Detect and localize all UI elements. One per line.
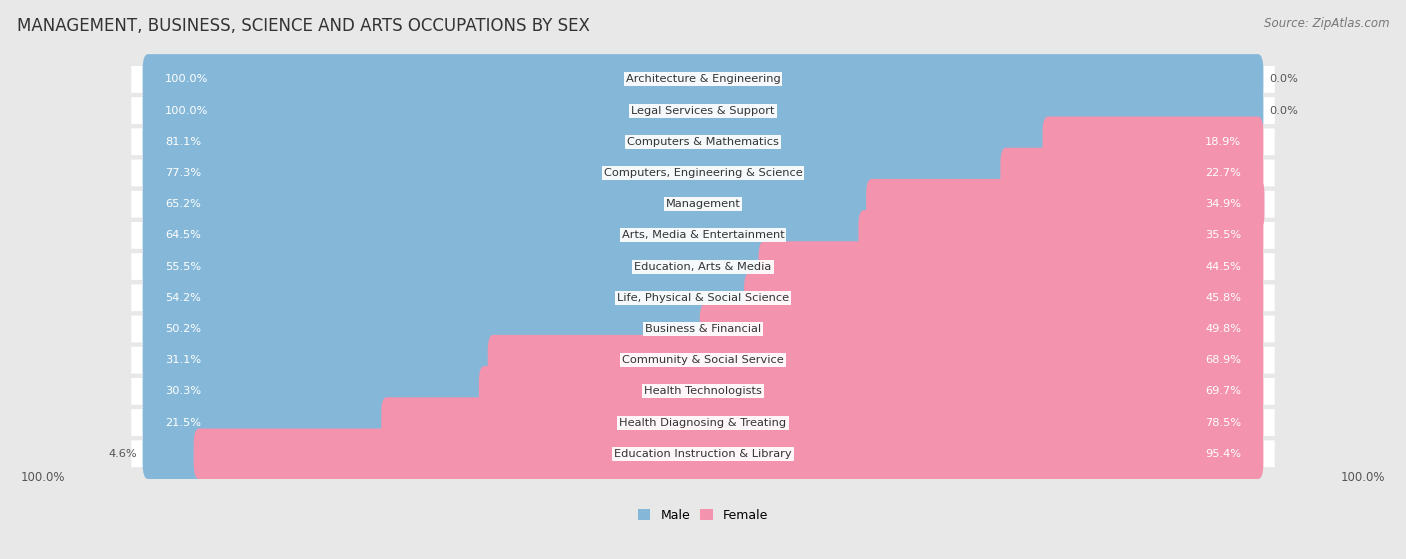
Text: 65.2%: 65.2% — [165, 199, 201, 209]
Text: 21.5%: 21.5% — [165, 418, 201, 428]
Text: 45.8%: 45.8% — [1205, 293, 1241, 303]
Text: 81.1%: 81.1% — [165, 137, 201, 147]
Text: Education, Arts & Media: Education, Arts & Media — [634, 262, 772, 272]
FancyBboxPatch shape — [142, 116, 1053, 167]
Text: 78.5%: 78.5% — [1205, 418, 1241, 428]
Text: Computers & Mathematics: Computers & Mathematics — [627, 137, 779, 147]
FancyBboxPatch shape — [142, 179, 877, 229]
FancyBboxPatch shape — [142, 54, 1264, 105]
FancyBboxPatch shape — [866, 179, 1264, 229]
Text: 100.0%: 100.0% — [1341, 471, 1385, 484]
Text: 100.0%: 100.0% — [165, 74, 208, 84]
Text: 4.6%: 4.6% — [108, 449, 136, 459]
Text: 49.8%: 49.8% — [1205, 324, 1241, 334]
FancyBboxPatch shape — [131, 253, 1275, 280]
FancyBboxPatch shape — [131, 97, 1275, 124]
FancyBboxPatch shape — [131, 222, 1275, 249]
FancyBboxPatch shape — [700, 304, 1264, 354]
FancyBboxPatch shape — [142, 335, 499, 386]
Text: Computers, Engineering & Science: Computers, Engineering & Science — [603, 168, 803, 178]
FancyBboxPatch shape — [131, 378, 1275, 405]
Text: 95.4%: 95.4% — [1205, 449, 1241, 459]
Text: Architecture & Engineering: Architecture & Engineering — [626, 74, 780, 84]
Text: Life, Physical & Social Science: Life, Physical & Social Science — [617, 293, 789, 303]
FancyBboxPatch shape — [131, 315, 1275, 342]
FancyBboxPatch shape — [131, 285, 1275, 311]
Text: 69.7%: 69.7% — [1205, 386, 1241, 396]
Text: Health Diagnosing & Treating: Health Diagnosing & Treating — [620, 418, 786, 428]
FancyBboxPatch shape — [1043, 116, 1264, 167]
Text: 77.3%: 77.3% — [165, 168, 201, 178]
Text: Education Instruction & Library: Education Instruction & Library — [614, 449, 792, 459]
Text: 35.5%: 35.5% — [1205, 230, 1241, 240]
FancyBboxPatch shape — [142, 272, 755, 323]
Text: 100.0%: 100.0% — [21, 471, 65, 484]
FancyBboxPatch shape — [131, 129, 1275, 155]
FancyBboxPatch shape — [479, 366, 1264, 416]
Text: 44.5%: 44.5% — [1205, 262, 1241, 272]
FancyBboxPatch shape — [142, 397, 392, 448]
FancyBboxPatch shape — [381, 397, 1264, 448]
FancyBboxPatch shape — [131, 66, 1275, 93]
FancyBboxPatch shape — [131, 409, 1275, 436]
Text: MANAGEMENT, BUSINESS, SCIENCE AND ARTS OCCUPATIONS BY SEX: MANAGEMENT, BUSINESS, SCIENCE AND ARTS O… — [17, 17, 589, 35]
Text: 18.9%: 18.9% — [1205, 137, 1241, 147]
Text: 0.0%: 0.0% — [1270, 74, 1298, 84]
FancyBboxPatch shape — [1001, 148, 1264, 198]
Legend: Male, Female: Male, Female — [633, 504, 773, 527]
Text: 68.9%: 68.9% — [1205, 355, 1241, 365]
Text: 55.5%: 55.5% — [165, 262, 201, 272]
Text: Business & Financial: Business & Financial — [645, 324, 761, 334]
FancyBboxPatch shape — [131, 191, 1275, 217]
FancyBboxPatch shape — [758, 241, 1264, 292]
Text: Source: ZipAtlas.com: Source: ZipAtlas.com — [1264, 17, 1389, 30]
Text: Legal Services & Support: Legal Services & Support — [631, 106, 775, 116]
FancyBboxPatch shape — [142, 241, 769, 292]
FancyBboxPatch shape — [142, 148, 1011, 198]
FancyBboxPatch shape — [488, 335, 1264, 386]
Text: 0.0%: 0.0% — [1270, 106, 1298, 116]
Text: Arts, Media & Entertainment: Arts, Media & Entertainment — [621, 230, 785, 240]
FancyBboxPatch shape — [142, 210, 869, 260]
FancyBboxPatch shape — [131, 440, 1275, 467]
Text: 34.9%: 34.9% — [1205, 199, 1241, 209]
Text: 22.7%: 22.7% — [1205, 168, 1241, 178]
Text: 30.3%: 30.3% — [165, 386, 201, 396]
Text: 54.2%: 54.2% — [165, 293, 201, 303]
FancyBboxPatch shape — [142, 366, 489, 416]
Text: 64.5%: 64.5% — [165, 230, 201, 240]
FancyBboxPatch shape — [131, 347, 1275, 373]
Text: 100.0%: 100.0% — [165, 106, 208, 116]
Text: Health Technologists: Health Technologists — [644, 386, 762, 396]
Text: 50.2%: 50.2% — [165, 324, 201, 334]
FancyBboxPatch shape — [858, 210, 1264, 260]
FancyBboxPatch shape — [142, 304, 711, 354]
Text: Community & Social Service: Community & Social Service — [621, 355, 785, 365]
Text: 31.1%: 31.1% — [165, 355, 201, 365]
Text: Management: Management — [665, 199, 741, 209]
FancyBboxPatch shape — [142, 86, 1264, 136]
FancyBboxPatch shape — [194, 429, 1264, 479]
FancyBboxPatch shape — [131, 159, 1275, 186]
FancyBboxPatch shape — [744, 272, 1264, 323]
FancyBboxPatch shape — [142, 429, 205, 479]
